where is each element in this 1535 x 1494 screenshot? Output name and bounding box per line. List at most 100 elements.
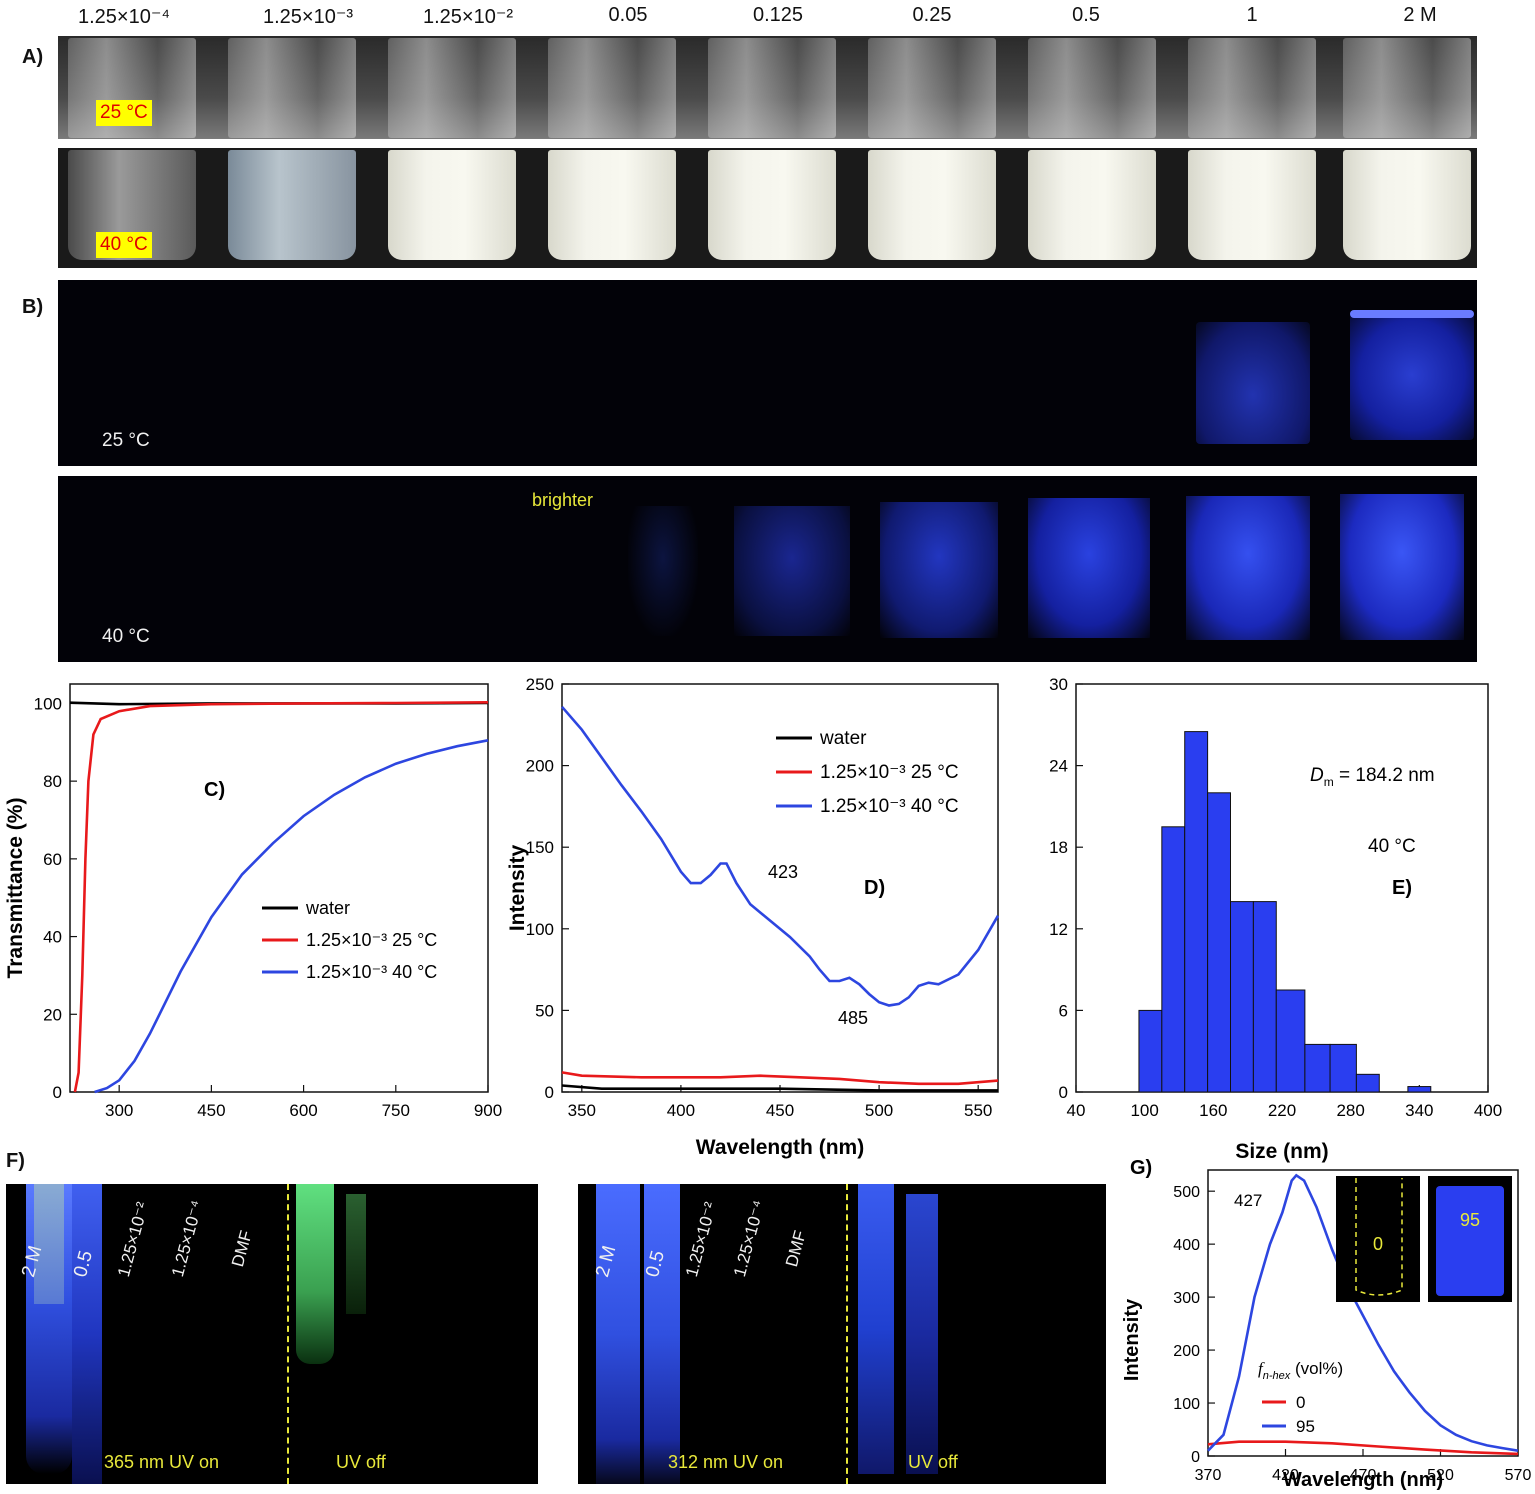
x-tick-label: 400 <box>1474 1101 1502 1120</box>
x-tick-label: 470 <box>1350 1467 1377 1484</box>
histogram-bar <box>1275 989 1306 1093</box>
temp-label-25c: 25 °C <box>102 430 150 451</box>
conc-label: 0.05 <box>608 4 648 26</box>
histogram-bar <box>1252 901 1277 1093</box>
y-tick-label: 30 <box>1049 675 1068 694</box>
panel-a-40c-photo <box>58 148 1477 268</box>
green-vial <box>296 1184 334 1364</box>
vial-label: 1.25×10⁻² <box>682 1200 721 1279</box>
legend-entry: water <box>819 728 867 749</box>
legend-entry: 95 <box>1296 1417 1315 1436</box>
x-axis-title: Size (nm) <box>1235 1140 1328 1163</box>
inset-label: 0 <box>1373 1234 1383 1254</box>
vial <box>1343 150 1471 260</box>
vial <box>708 150 836 260</box>
y-axis-title: Intensity <box>1121 1298 1143 1381</box>
glowing-vial <box>858 1184 894 1474</box>
x-tick-label: 500 <box>865 1101 893 1120</box>
peak-annotation: 427 <box>1234 1191 1262 1210</box>
vial <box>228 38 356 138</box>
y-tick-label: 80 <box>43 772 62 791</box>
vial <box>1188 38 1316 138</box>
glowing-vial <box>596 1184 640 1484</box>
peak-annotation: 485 <box>838 1008 868 1028</box>
histogram-bar <box>1304 1043 1331 1093</box>
divider <box>287 1184 289 1484</box>
inset-label: 95 <box>1460 1210 1480 1230</box>
x-tick-label: 570 <box>1505 1467 1532 1484</box>
temp-annotation: 40 °C <box>1368 836 1416 857</box>
glowing-vial <box>72 1184 102 1484</box>
x-tick-label: 420 <box>1272 1467 1299 1484</box>
y-tick-label: 200 <box>526 757 554 776</box>
glowing-vial <box>644 1184 680 1484</box>
x-axis-title: Wavelength (nm) <box>696 1136 864 1159</box>
vial-label: DMF <box>228 1228 256 1269</box>
inset-vial-outline <box>1355 1178 1403 1296</box>
panel-b-40c-photo <box>58 476 1477 662</box>
histogram-bar <box>1230 901 1254 1093</box>
histogram-bar <box>1184 731 1209 1093</box>
conc-label: 1.25×10⁻⁴ <box>77 6 171 28</box>
series-line <box>1207 1440 1519 1456</box>
y-tick-label: 150 <box>526 838 554 857</box>
vial <box>1028 150 1156 260</box>
histogram-bar <box>1161 826 1186 1093</box>
peak-annotation: 423 <box>768 862 798 882</box>
x-tick-label: 280 <box>1336 1101 1364 1120</box>
y-tick-label: 40 <box>43 928 62 947</box>
x-tick-label: 900 <box>474 1101 502 1120</box>
uv-off-caption: UV off <box>908 1452 958 1472</box>
glowing-vial <box>880 502 998 638</box>
chart-d: 350 400 450 500 550 0 50 100 150 200 250 Intensity W… <box>506 675 1000 1159</box>
x-axis-title: Wavelength (nm) <box>1283 1469 1443 1491</box>
histogram-bar <box>1138 1009 1163 1093</box>
glowing-vial <box>1196 322 1310 444</box>
x-tick-label: 400 <box>667 1101 695 1120</box>
inset-glowing-vial <box>1436 1186 1504 1296</box>
legend-entry: 1.25×10⁻³ 25 °C <box>820 762 959 783</box>
y-axis-title: Transmittance (%) <box>4 798 27 979</box>
legend-entry: 1.25×10⁻³ 40 °C <box>306 962 437 982</box>
vial-label: 1.25×10⁻² <box>114 1200 153 1279</box>
panel-label: C) <box>204 779 225 801</box>
y-tick-label: 0 <box>53 1083 62 1102</box>
y-tick-label: 400 <box>1173 1237 1200 1254</box>
uv-off-caption: UV off <box>336 1452 386 1472</box>
histogram-bar <box>1407 1086 1432 1093</box>
panel-f-left-photo: 2 M 0.5 1.25×10⁻² 1.25×10⁻⁴ DMF 365 nm U… <box>6 1184 538 1484</box>
y-tick-label: 0 <box>1059 1083 1068 1102</box>
legend-title: fn-hex (vol%) <box>1258 1359 1343 1382</box>
vial <box>708 38 836 138</box>
conc-label: 0.125 <box>752 4 804 26</box>
uv-on-caption: 365 nm UV on <box>104 1452 220 1472</box>
vial <box>228 150 356 260</box>
vial-meniscus <box>1350 310 1474 318</box>
vial <box>388 38 516 138</box>
chart-g: 370 420 470 520 570 0 100 200 300 400 500 G) Intensi… <box>1121 1157 1532 1491</box>
panel-label: E) <box>1392 877 1412 899</box>
x-tick-label: 550 <box>964 1101 992 1120</box>
vial <box>868 150 996 260</box>
conc-label: 0.5 <box>1072 4 1100 26</box>
conc-label: 1.25×10⁻³ <box>262 6 354 28</box>
y-tick-label: 100 <box>34 694 62 713</box>
glowing-vial <box>1028 498 1150 638</box>
series-line <box>561 1071 999 1086</box>
panel-f-label: F) <box>6 1150 25 1172</box>
y-tick-label: 18 <box>1049 838 1068 857</box>
uv-on-caption: 312 nm UV on <box>668 1452 784 1472</box>
vial <box>1343 38 1471 138</box>
y-tick-label: 100 <box>526 920 554 939</box>
y-tick-label: 60 <box>43 850 62 869</box>
dm-annotation: Dm = 184.2 nm <box>1310 765 1435 789</box>
plot-frame <box>561 683 999 1093</box>
y-tick-label: 200 <box>1173 1343 1200 1360</box>
y-tick-label: 50 <box>535 1001 554 1020</box>
histogram-bar <box>1355 1073 1380 1093</box>
x-tick-label: 750 <box>382 1101 410 1120</box>
x-tick-label: 450 <box>197 1101 225 1120</box>
inset-photo-0 <box>1336 1176 1420 1302</box>
series-line <box>73 701 489 1093</box>
temp-label-25c: 25 °C <box>96 100 152 126</box>
